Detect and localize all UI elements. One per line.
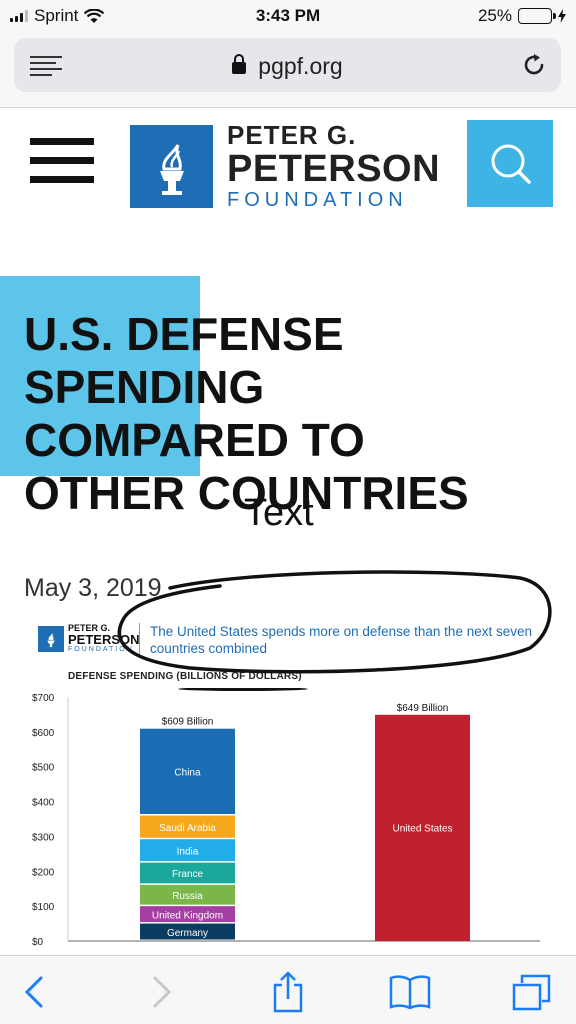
logo-wordmark: PETER G. PETERSON FOUNDATION	[227, 122, 440, 210]
share-icon[interactable]	[266, 970, 310, 1014]
bar-segment	[140, 906, 235, 923]
browser-address-area: pgpf.org	[0, 32, 576, 108]
carrier-label: Sprint	[34, 6, 79, 25]
bar-segment	[140, 815, 235, 838]
logo-line2: PETERSON	[227, 148, 441, 190]
url-display[interactable]: pgpf.org	[14, 53, 561, 80]
handwritten-annotation-text: Text	[244, 492, 314, 534]
decorative-blue-block	[0, 276, 200, 476]
y-tick-label: $100	[32, 902, 55, 913]
segment-label: Russia	[172, 891, 203, 902]
divider	[139, 623, 140, 657]
stack-total-label: $609 Billion	[162, 717, 214, 728]
chart-subtitle: DEFENSE SPENDING (BILLIONS OF DOLLARS)	[68, 671, 302, 682]
title-line: OTHER COUNTRIES	[24, 467, 469, 519]
clock: 3:43 PM	[255, 6, 321, 25]
browser-toolbar	[0, 955, 576, 1024]
defense-spending-chart: $0 $100 $200 $300 $400 $500 $600 $700 Germany Uni…	[32, 693, 540, 948]
torch-logo-icon	[38, 625, 64, 652]
y-tick-label: $700	[32, 693, 55, 704]
lock-icon	[232, 54, 247, 74]
torch-logo-icon	[130, 124, 213, 208]
menu-icon[interactable]	[30, 138, 94, 186]
segment-label: Germany	[167, 928, 208, 939]
forward-icon[interactable]	[140, 970, 184, 1014]
segment-label: United Kingdom	[152, 910, 223, 921]
search-button[interactable]	[467, 120, 553, 207]
battery-percent: 25%	[477, 6, 512, 25]
wifi-icon	[84, 8, 105, 23]
y-tick-label: $600	[32, 728, 55, 739]
logo-line3: FOUNDATION	[227, 189, 408, 211]
reader-icon[interactable]	[30, 56, 62, 76]
bar-segment	[140, 923, 235, 940]
url-text: pgpf.org	[258, 53, 343, 79]
bar-segment	[140, 862, 235, 884]
status-right: 25%	[478, 6, 566, 26]
handwritten-underline	[178, 687, 308, 691]
site-logo[interactable]: PETER G. PETERSON FOUNDATION	[130, 122, 440, 210]
status-left: Sprint	[10, 6, 105, 26]
title-line: U.S. DEFENSE	[24, 308, 344, 360]
bar-segment	[140, 728, 235, 815]
y-tick-label: $0	[32, 937, 44, 948]
segment-label: India	[177, 846, 199, 857]
back-icon[interactable]	[12, 970, 56, 1014]
bar-segment	[140, 839, 235, 862]
page-title: U.S. DEFENSE SPENDING COMPARED TO OTHER …	[24, 308, 564, 520]
handwritten-circle-annotation	[117, 570, 552, 674]
reload-icon[interactable]	[521, 52, 547, 78]
infographic-headline: The United States spends more on defense…	[150, 624, 532, 656]
bar-segment	[140, 884, 235, 905]
battery-icon	[518, 8, 556, 24]
segment-label: France	[172, 869, 204, 880]
infographic: PETER G. PETERSON FOUNDATION The United …	[28, 615, 558, 955]
bar-total-label: $649 Billion	[397, 703, 449, 714]
status-bar: Sprint 3:43 PM 25%	[0, 0, 576, 32]
bookmarks-icon[interactable]	[388, 970, 432, 1014]
y-tick-label: $400	[32, 798, 55, 809]
segment-label: Saudi Arabia	[159, 823, 216, 834]
logo-line1: PETER G.	[227, 120, 357, 150]
charging-icon	[558, 9, 566, 23]
title-line: SPENDING	[24, 361, 265, 413]
segment-label: China	[174, 768, 201, 779]
ig-logo-c: FOUNDATION	[68, 646, 134, 653]
y-tick-label: $300	[32, 832, 55, 843]
ig-logo-a: PETER G.	[68, 623, 111, 633]
signal-icon	[10, 10, 28, 22]
address-bar[interactable]: pgpf.org	[14, 38, 561, 92]
bar-label: United States	[392, 823, 452, 834]
bar-united-states	[375, 714, 470, 941]
y-tick-label: $200	[32, 867, 55, 878]
site-header: PETER G. PETERSON FOUNDATION	[0, 108, 576, 218]
y-tick-label: $500	[32, 763, 55, 774]
article-date: May 3, 2019	[24, 574, 162, 602]
search-icon	[491, 144, 531, 184]
title-line: COMPARED TO	[24, 414, 365, 466]
tabs-icon[interactable]	[510, 970, 554, 1014]
